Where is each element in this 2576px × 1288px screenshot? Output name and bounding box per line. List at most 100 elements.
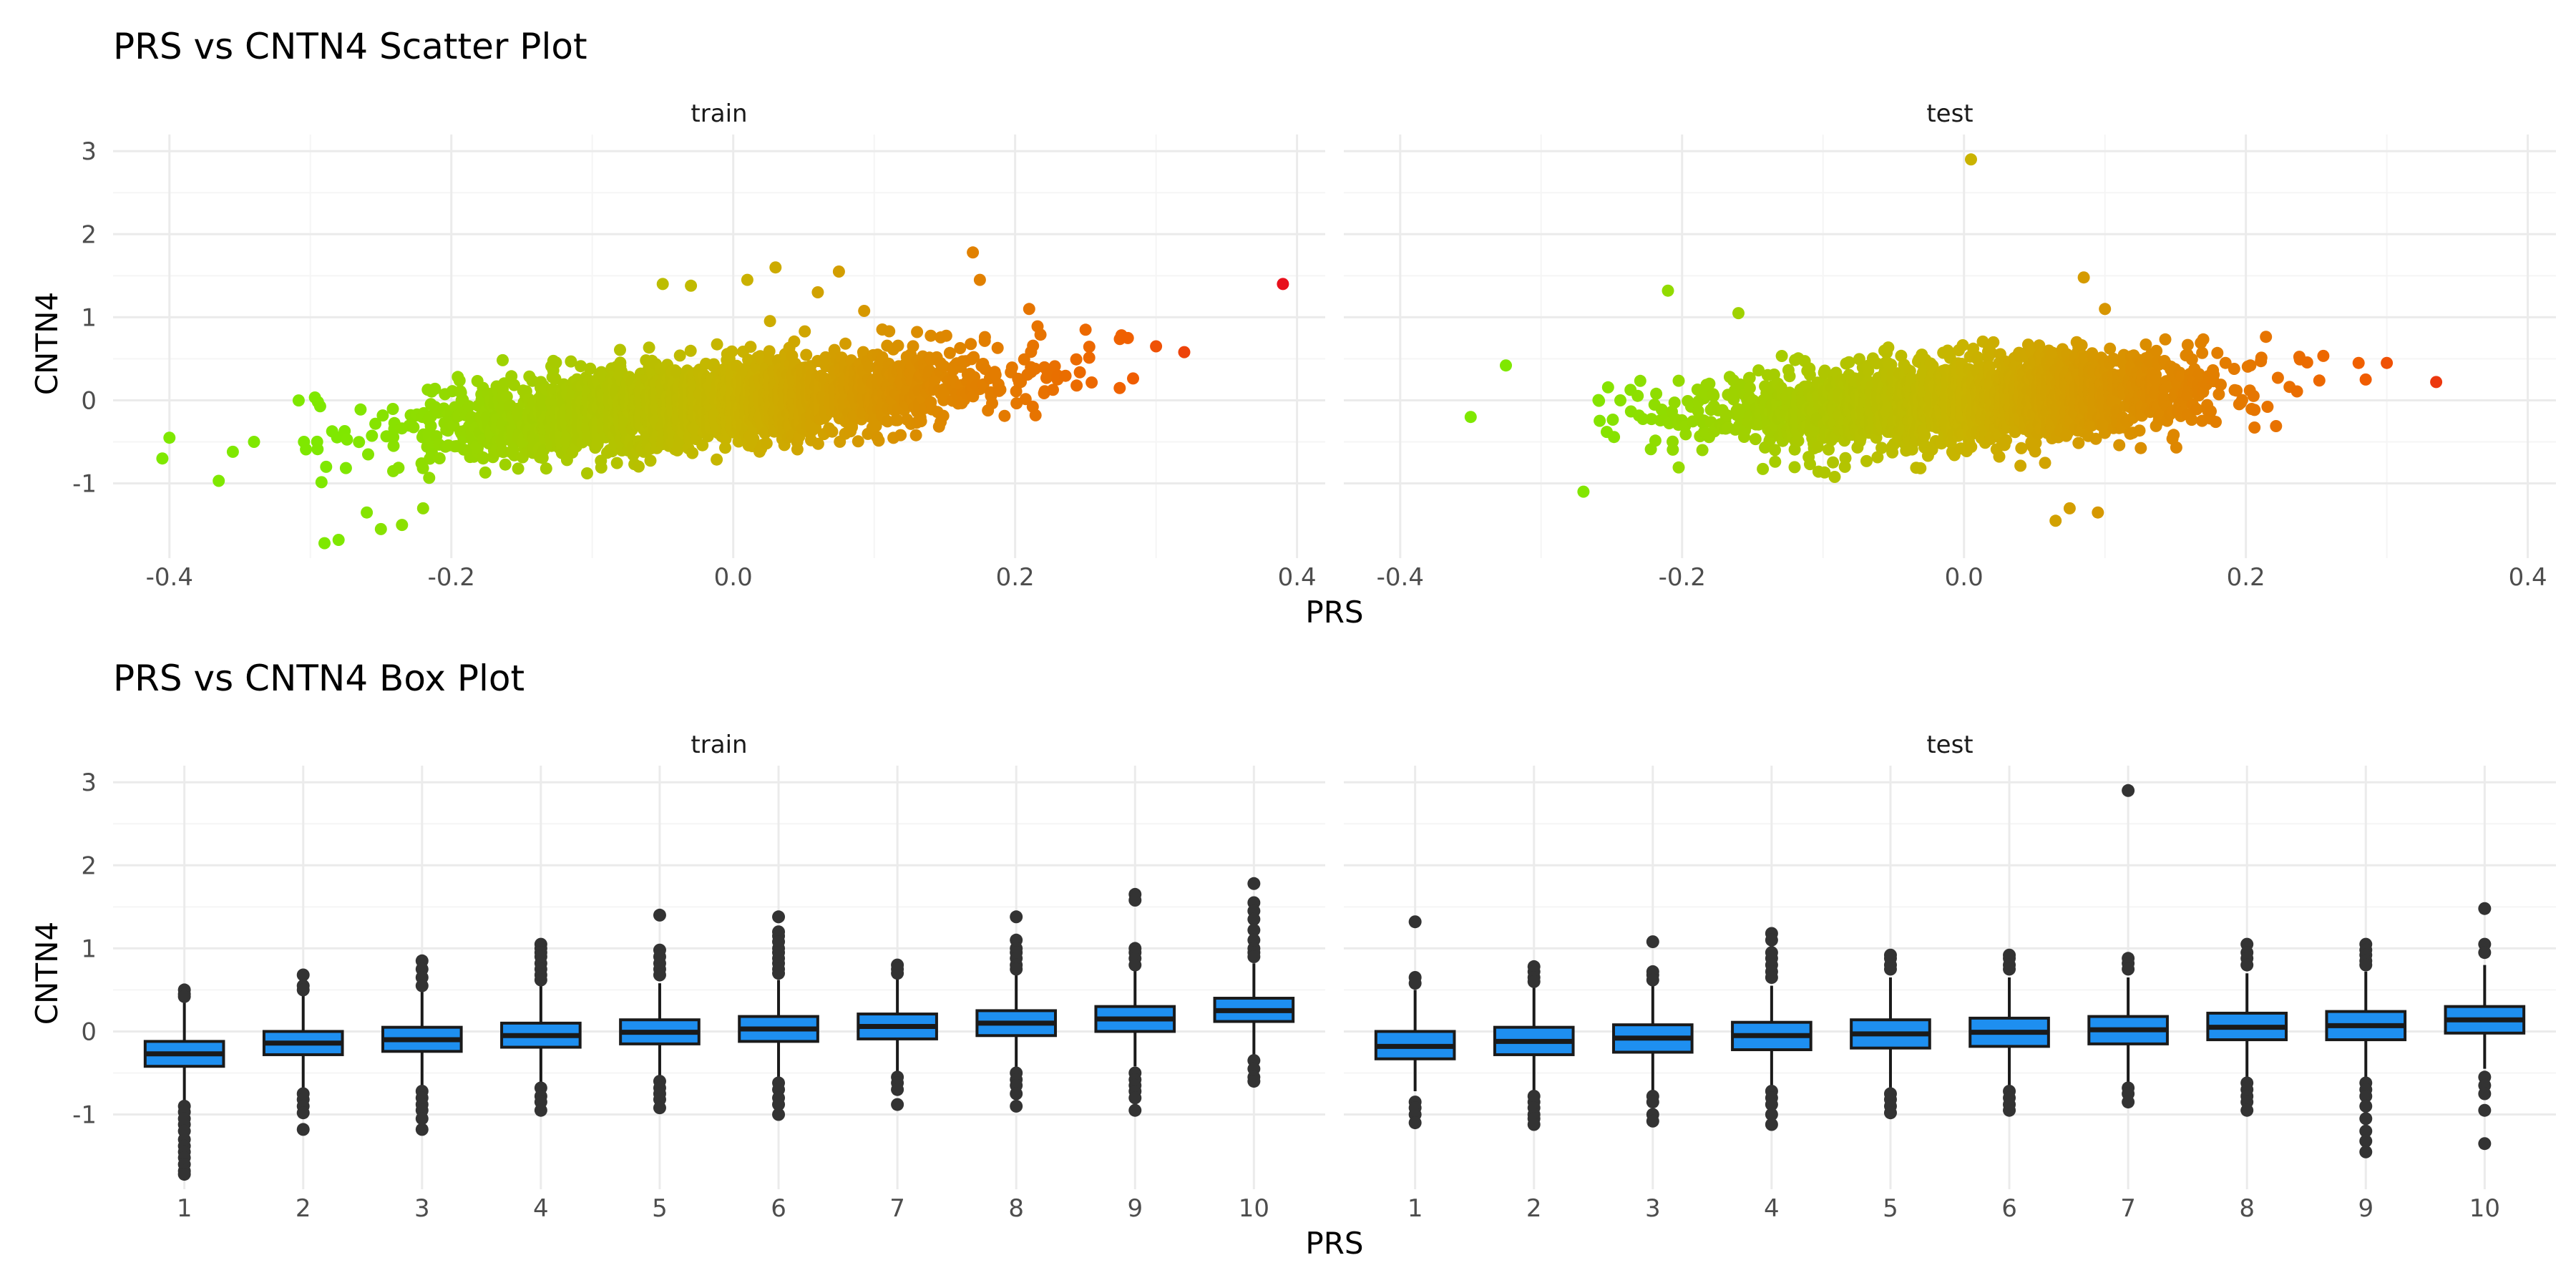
scatter-point <box>1667 443 1679 456</box>
scatter-point <box>369 417 382 430</box>
scatter-point <box>758 426 771 439</box>
scatter-point <box>1027 339 1040 352</box>
scatter-y-axis-title: CNTN4 <box>29 292 64 396</box>
scatter-point <box>1743 381 1756 394</box>
scatter-point <box>499 458 512 471</box>
scatter-point <box>892 339 904 352</box>
scatter-point <box>799 325 811 338</box>
scatter-point <box>2359 373 2372 386</box>
scatter-point <box>2159 333 2172 346</box>
scatter-point <box>1614 394 1626 406</box>
scatter-point <box>584 362 597 375</box>
scatter-point <box>986 397 998 410</box>
scatter-point <box>300 443 313 456</box>
scatter-point <box>248 436 260 448</box>
scatter-point <box>512 462 525 475</box>
scatter-point <box>581 467 593 479</box>
scatter-x-tick-label: -0.4 <box>146 563 193 592</box>
scatter-point <box>424 419 437 432</box>
scatter-point <box>726 345 738 358</box>
scatter-point <box>686 447 699 459</box>
scatter-point <box>1593 394 1606 407</box>
scatter-point <box>684 344 697 357</box>
scatter-point <box>226 445 239 458</box>
scatter-point <box>2135 441 2147 454</box>
scatter-point <box>353 436 366 449</box>
scatter-point <box>1178 346 1191 358</box>
scatter-point <box>354 403 367 416</box>
scatter-facet-label-test: test <box>1926 99 1973 128</box>
scatter-point <box>788 335 801 348</box>
scatter-point <box>423 472 436 484</box>
scatter-point <box>1843 356 1855 369</box>
scatter-x-tick-label: -0.2 <box>428 563 475 592</box>
scatter-y-tick-label: -1 <box>72 470 97 499</box>
scatter-point <box>826 425 839 438</box>
scatter-point <box>811 437 824 450</box>
scatter-point <box>2430 376 2443 389</box>
scatter-point <box>339 462 352 474</box>
scatter-point <box>1672 374 1685 387</box>
scatter-point <box>954 342 967 354</box>
scatter-point <box>1679 428 1692 441</box>
scatter-point <box>846 421 858 434</box>
scatter-point <box>1634 374 1646 387</box>
scatter-point <box>2301 356 2313 369</box>
scatter-point <box>479 466 492 479</box>
scatter-point <box>998 409 1011 422</box>
scatter-point <box>213 474 225 487</box>
scatter-point <box>2092 506 2104 519</box>
scatter-point <box>1839 452 1852 464</box>
scatter-point <box>320 460 333 473</box>
scatter-point <box>2290 385 2303 398</box>
scatter-point <box>575 360 587 373</box>
scatter-x-tick-label: -0.2 <box>1659 563 1706 592</box>
scatter-point <box>1121 331 1134 344</box>
scatter-point <box>1005 361 1018 374</box>
scatter-point <box>839 337 852 350</box>
scatter-point <box>1601 381 1614 394</box>
scatter-point <box>392 462 405 474</box>
scatter-x-tick-label: 0.0 <box>714 563 753 592</box>
scatter-point <box>1073 366 1086 379</box>
scatter-point <box>387 439 400 452</box>
scatter-point <box>1127 372 1139 385</box>
scatter-point <box>832 265 845 278</box>
scatter-point <box>332 534 345 546</box>
scatter-point <box>2244 359 2257 372</box>
scatter-point <box>497 353 509 366</box>
scatter-point <box>429 382 441 395</box>
scatter-point <box>719 441 731 454</box>
scatter-y-tick-label: 1 <box>81 303 97 332</box>
scatter-point <box>1732 307 1745 320</box>
scatter-point <box>2167 429 2180 441</box>
scatter-x-tick-label: 0.4 <box>1278 563 1317 592</box>
scatter-point <box>2270 420 2283 432</box>
scatter-point <box>1965 441 1978 453</box>
scatter-point <box>1034 328 1047 341</box>
scatter-point <box>2039 457 2051 469</box>
scatter-point <box>2099 303 2112 316</box>
scatter-point <box>894 429 907 441</box>
scatter-point <box>1783 370 1796 383</box>
scatter-point <box>366 429 379 442</box>
scatter-point <box>2211 346 2224 359</box>
scatter-point <box>644 454 657 467</box>
scatter-point <box>978 331 991 343</box>
scatter-point <box>1277 278 1289 291</box>
scatter-point <box>1914 462 1927 474</box>
scatter-point <box>1696 444 1709 457</box>
scatter-point <box>396 519 409 532</box>
scatter-point <box>311 443 324 456</box>
scatter-point <box>1860 454 1873 467</box>
scatter-point <box>909 429 922 441</box>
scatter-point <box>1703 377 1716 390</box>
scatter-point <box>858 305 871 317</box>
scatter-point <box>341 433 353 446</box>
scatter-y-tick-label: 3 <box>81 137 97 166</box>
scatter-point <box>911 326 924 338</box>
scatter-point <box>1987 336 2000 348</box>
scatter-x-tick-label: 0.2 <box>2227 563 2265 592</box>
scatter-point <box>2210 416 2222 429</box>
